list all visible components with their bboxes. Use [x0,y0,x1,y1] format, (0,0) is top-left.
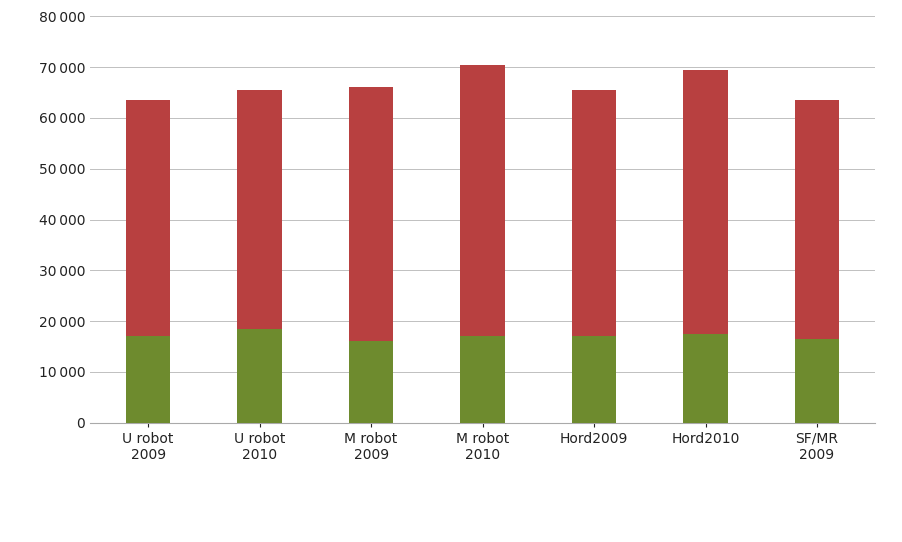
Bar [349,341,393,423]
Bar [460,337,505,423]
Bar [237,329,282,423]
Bar [126,100,170,337]
Bar [683,69,728,334]
Bar [683,334,728,423]
Bar [795,339,839,423]
Bar [237,90,282,329]
Bar [460,64,505,337]
Bar [572,337,616,423]
Bar [349,87,393,341]
Bar [126,337,170,423]
Bar [795,100,839,339]
Bar [572,90,616,337]
